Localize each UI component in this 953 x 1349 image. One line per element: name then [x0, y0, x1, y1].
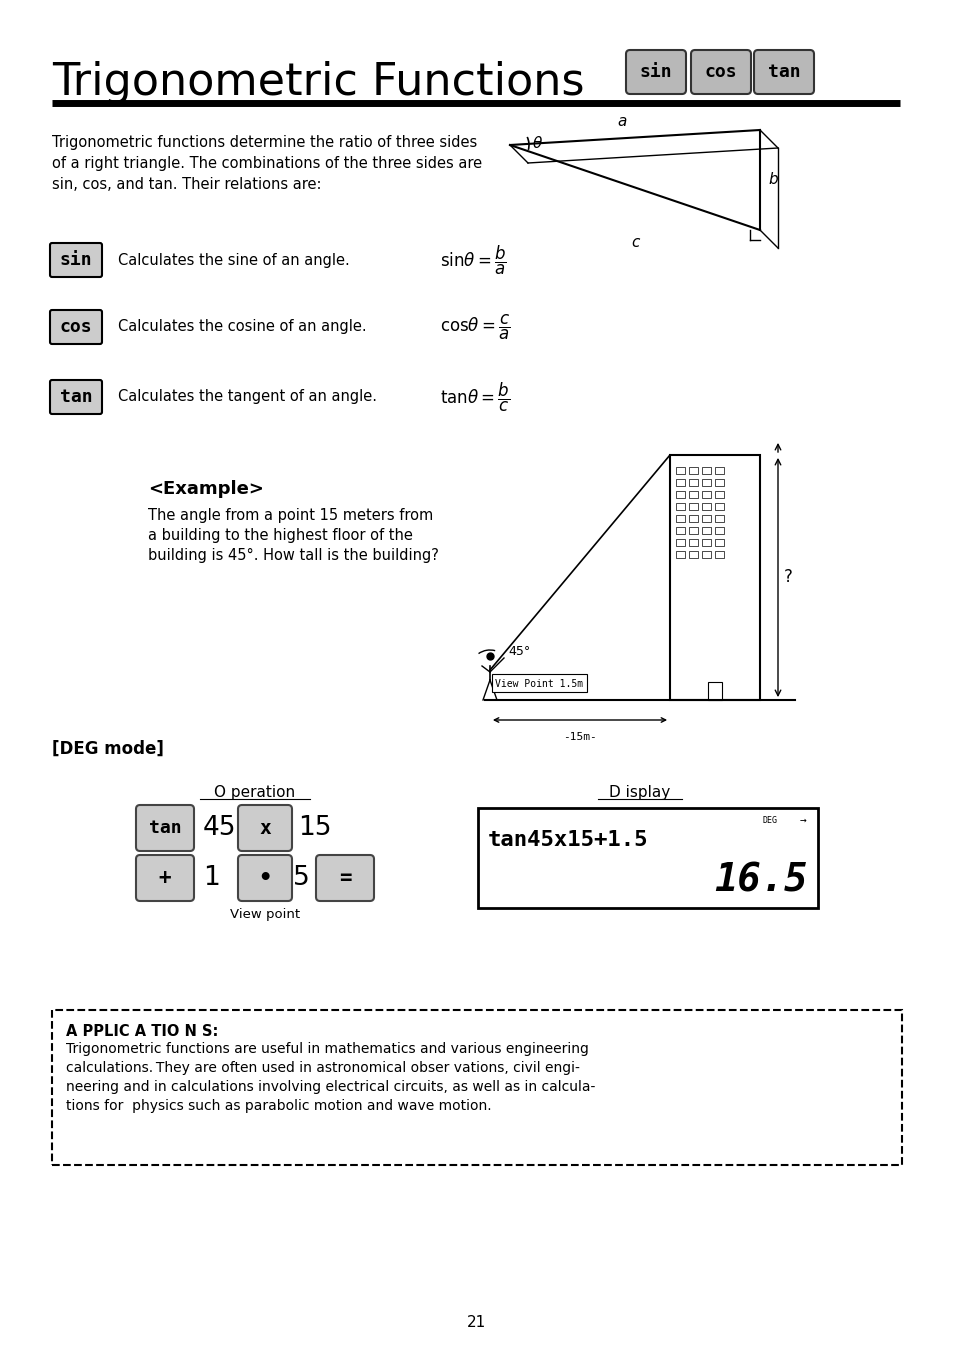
Text: DEG: DEG	[762, 816, 778, 826]
FancyBboxPatch shape	[136, 805, 193, 851]
Bar	[676, 527, 684, 534]
Text: tan45x15+1.5: tan45x15+1.5	[488, 830, 648, 850]
Bar	[707, 683, 721, 700]
Text: b: b	[767, 173, 777, 188]
Text: 15: 15	[297, 815, 331, 840]
Text: sin: sin	[639, 63, 672, 81]
Bar	[714, 540, 723, 546]
FancyBboxPatch shape	[237, 805, 292, 851]
Bar	[676, 540, 684, 546]
Text: Calculates the sine of an angle.: Calculates the sine of an angle.	[118, 252, 350, 267]
Bar	[688, 540, 698, 546]
Text: <Example>: <Example>	[148, 480, 264, 498]
Text: calculations. They are often used in astronomical obser vations, civil engi-: calculations. They are often used in ast…	[66, 1062, 579, 1075]
Bar	[477, 808, 817, 908]
Bar	[701, 527, 710, 534]
Text: $\mathrm{cos}\theta=\dfrac{c}{a}$: $\mathrm{cos}\theta=\dfrac{c}{a}$	[439, 313, 510, 341]
Bar	[688, 479, 698, 486]
FancyBboxPatch shape	[690, 50, 750, 94]
Text: c: c	[630, 235, 639, 250]
Text: View point: View point	[230, 908, 300, 921]
FancyBboxPatch shape	[753, 50, 813, 94]
Text: Calculates the tangent of an angle.: Calculates the tangent of an angle.	[118, 390, 376, 405]
Text: =: =	[338, 867, 351, 888]
Bar	[492, 674, 586, 692]
Bar	[701, 515, 710, 522]
Text: -15m-: -15m-	[562, 733, 597, 742]
Text: neering and in calculations involving electrical circuits, as well as in calcula: neering and in calculations involving el…	[66, 1081, 595, 1094]
Bar	[676, 550, 684, 558]
Bar	[714, 479, 723, 486]
Text: Trigonometric functions determine the ratio of three sides: Trigonometric functions determine the ra…	[52, 135, 476, 150]
Text: $\theta$: $\theta$	[532, 135, 542, 151]
Text: Calculates the cosine of an angle.: Calculates the cosine of an angle.	[118, 320, 366, 335]
Bar	[688, 467, 698, 473]
Text: 16.5: 16.5	[714, 862, 807, 900]
FancyBboxPatch shape	[50, 243, 102, 277]
Text: sin, cos, and tan. Their relations are:: sin, cos, and tan. Their relations are:	[52, 177, 321, 192]
FancyBboxPatch shape	[625, 50, 685, 94]
Text: $\mathrm{sin}\theta=\dfrac{b}{a}$: $\mathrm{sin}\theta=\dfrac{b}{a}$	[439, 243, 506, 277]
Text: Trigonometric functions are useful in mathematics and various engineering: Trigonometric functions are useful in ma…	[66, 1041, 588, 1056]
Text: +: +	[158, 867, 172, 888]
Bar	[701, 503, 710, 510]
Text: →: →	[800, 816, 806, 826]
Text: 45: 45	[203, 815, 236, 840]
Text: [DEG mode]: [DEG mode]	[52, 741, 164, 758]
Bar	[714, 550, 723, 558]
Text: D isplay: D isplay	[609, 785, 670, 800]
Text: sin: sin	[60, 251, 92, 268]
Text: tan: tan	[60, 389, 92, 406]
Bar	[714, 515, 723, 522]
Text: 21: 21	[467, 1315, 486, 1330]
FancyBboxPatch shape	[50, 380, 102, 414]
Bar	[676, 467, 684, 473]
Bar	[688, 491, 698, 498]
FancyBboxPatch shape	[315, 855, 374, 901]
Bar	[688, 550, 698, 558]
Text: a: a	[617, 115, 626, 130]
Text: View Point 1.5m: View Point 1.5m	[495, 679, 583, 689]
Bar	[688, 503, 698, 510]
FancyBboxPatch shape	[237, 855, 292, 901]
Text: The angle from a point 15 meters from: The angle from a point 15 meters from	[148, 509, 433, 523]
Bar	[714, 503, 723, 510]
FancyBboxPatch shape	[136, 855, 193, 901]
Bar	[701, 550, 710, 558]
Text: building is 45°. How tall is the building?: building is 45°. How tall is the buildin…	[148, 548, 438, 563]
Bar	[714, 527, 723, 534]
Bar	[701, 540, 710, 546]
Text: A PPLIC A TIO N S:: A PPLIC A TIO N S:	[66, 1024, 218, 1039]
Bar	[676, 503, 684, 510]
Text: tan: tan	[149, 819, 181, 836]
Bar	[714, 467, 723, 473]
Bar	[688, 515, 698, 522]
Text: cos: cos	[60, 318, 92, 336]
Text: a building to the highest floor of the: a building to the highest floor of the	[148, 527, 413, 544]
Bar	[669, 455, 760, 700]
FancyBboxPatch shape	[50, 310, 102, 344]
Text: x: x	[259, 819, 271, 838]
Bar	[52, 1010, 901, 1166]
Bar	[676, 515, 684, 522]
Text: •: •	[258, 867, 272, 888]
Bar	[701, 491, 710, 498]
Text: O peration: O peration	[214, 785, 295, 800]
Text: 5: 5	[293, 865, 310, 890]
Bar	[701, 467, 710, 473]
Text: ?: ?	[783, 568, 792, 585]
Text: of a right triangle. The combinations of the three sides are: of a right triangle. The combinations of…	[52, 156, 481, 171]
Text: Trigonometric Functions: Trigonometric Functions	[52, 61, 584, 104]
Text: tions for  physics such as parabolic motion and wave motion.: tions for physics such as parabolic moti…	[66, 1099, 491, 1113]
Text: 45°: 45°	[507, 645, 530, 658]
Text: 1: 1	[203, 865, 219, 890]
Bar	[688, 527, 698, 534]
Bar	[676, 491, 684, 498]
Bar	[701, 479, 710, 486]
Text: cos: cos	[704, 63, 737, 81]
Bar	[676, 479, 684, 486]
Text: tan: tan	[767, 63, 800, 81]
Text: $\mathrm{tan}\theta=\dfrac{b}{c}$: $\mathrm{tan}\theta=\dfrac{b}{c}$	[439, 380, 510, 414]
Bar	[714, 491, 723, 498]
